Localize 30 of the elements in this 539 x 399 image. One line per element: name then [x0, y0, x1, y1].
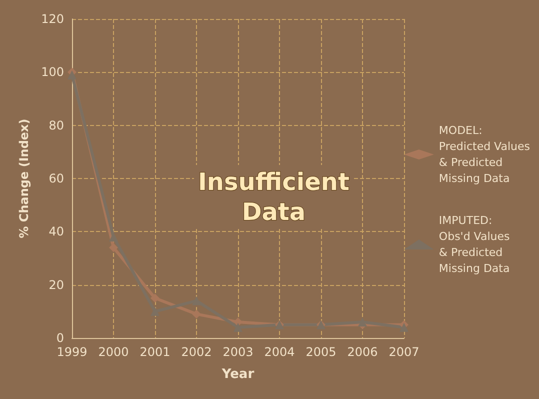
x-tick-label: 1999 [56, 345, 88, 359]
x-tick-label: 2007 [388, 345, 420, 359]
point [109, 243, 118, 252]
point [358, 318, 367, 327]
y-tick-label: 40 [48, 224, 64, 239]
x-tick-label: 2005 [306, 345, 336, 359]
x-tick-label: 2006 [347, 345, 378, 359]
legend-label: IMPUTED: Obs'd Values & Predicted Missing Data [438, 214, 510, 275]
x-tick-label: 2000 [98, 345, 129, 359]
point [150, 294, 160, 303]
y-tick-label: 120 [41, 12, 64, 26]
point [192, 296, 201, 306]
y-tick-label: 0 [56, 331, 64, 345]
point [192, 310, 201, 319]
point [150, 306, 160, 316]
x-tick-label: 2002 [181, 345, 212, 359]
point [234, 322, 242, 332]
point [68, 70, 76, 80]
y-tick-label: 60 [48, 172, 64, 186]
y-tick-label: 20 [48, 278, 64, 292]
annotation: Insufficient Data [198, 168, 350, 226]
y-tick-label: 100 [41, 65, 64, 80]
legend-label: MODEL: Predicted Values & Predicted Missing Data [438, 124, 530, 185]
point [400, 322, 408, 332]
x-tick-label: 2003 [222, 345, 254, 359]
x-tick-label: 2001 [140, 345, 170, 359]
y-tick-label: 80 [48, 118, 64, 132]
x-tick-label: 2004 [264, 345, 295, 359]
y-axis-title: % Change (Index) [17, 118, 31, 238]
x-axis-title: Year [220, 367, 255, 382]
